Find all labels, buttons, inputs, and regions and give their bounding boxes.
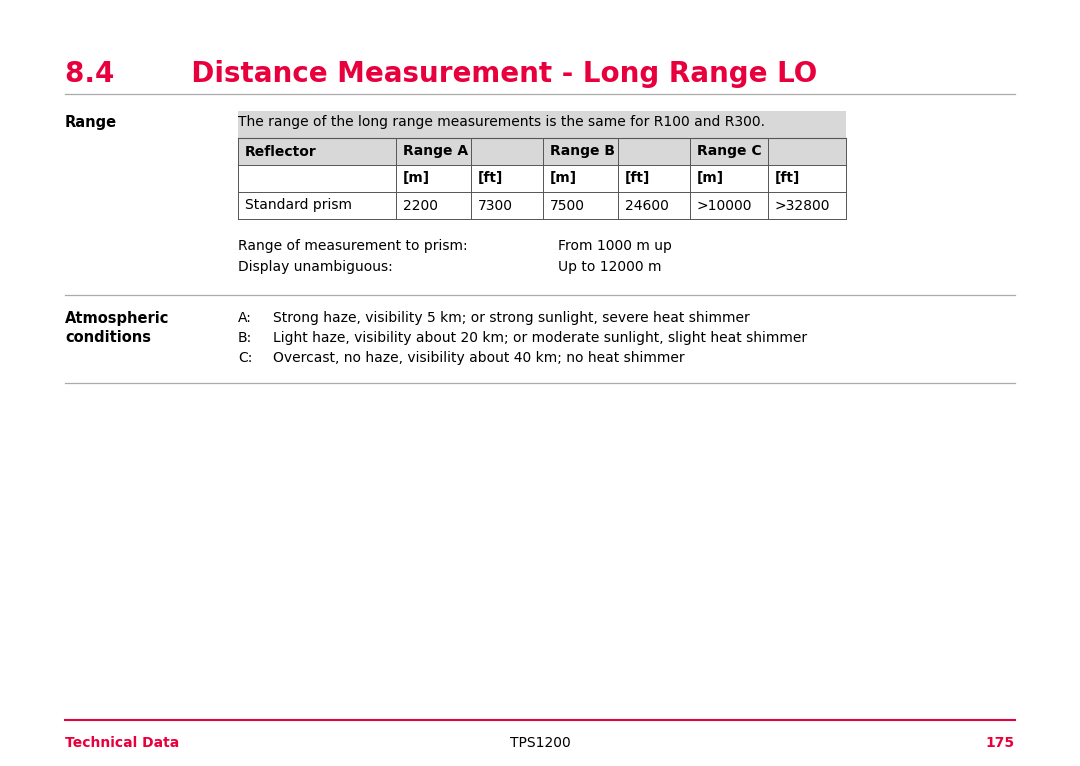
Bar (238, 111, 846, 165)
Text: From 1000 m up: From 1000 m up (558, 239, 672, 253)
Text: Standard prism: Standard prism (245, 198, 352, 212)
Text: 2200: 2200 (403, 198, 438, 212)
Text: conditions: conditions (65, 330, 151, 345)
Text: 7300: 7300 (478, 198, 513, 212)
Text: [ft]: [ft] (625, 172, 650, 185)
Text: [ft]: [ft] (775, 172, 800, 185)
Text: Reflector: Reflector (245, 145, 316, 159)
Text: 8.4        Distance Measurement - Long Range LO: 8.4 Distance Measurement - Long Range LO (65, 60, 818, 88)
Text: >10000: >10000 (697, 198, 753, 212)
Text: Range C: Range C (697, 145, 761, 159)
Text: Strong haze, visibility 5 km; or strong sunlight, severe heat shimmer: Strong haze, visibility 5 km; or strong … (273, 311, 750, 325)
Text: Display unambiguous:: Display unambiguous: (238, 260, 393, 274)
Text: Up to 12000 m: Up to 12000 m (558, 260, 661, 274)
Text: TPS1200: TPS1200 (510, 736, 570, 750)
Text: [ft]: [ft] (478, 172, 503, 185)
Text: 24600: 24600 (625, 198, 669, 212)
Text: Technical Data: Technical Data (65, 736, 179, 750)
Text: Light haze, visibility about 20 km; or moderate sunlight, slight heat shimmer: Light haze, visibility about 20 km; or m… (273, 331, 807, 345)
Text: Range of measurement to prism:: Range of measurement to prism: (238, 239, 468, 253)
Text: The range of the long range measurements is the same for R100 and R300.: The range of the long range measurements… (238, 115, 765, 129)
Text: Range A: Range A (403, 145, 468, 159)
Text: [m]: [m] (550, 172, 577, 185)
Text: Atmospheric: Atmospheric (65, 311, 170, 326)
Text: [m]: [m] (403, 172, 430, 185)
Text: 7500: 7500 (550, 198, 585, 212)
Text: Range: Range (65, 115, 117, 130)
Text: [m]: [m] (697, 172, 724, 185)
Text: C:: C: (238, 351, 253, 365)
Text: Range B: Range B (550, 145, 615, 159)
Text: B:: B: (238, 331, 253, 345)
Text: Overcast, no haze, visibility about 40 km; no heat shimmer: Overcast, no haze, visibility about 40 k… (273, 351, 685, 365)
Text: 175: 175 (986, 736, 1015, 750)
Text: A:: A: (238, 311, 252, 325)
Text: >32800: >32800 (775, 198, 831, 212)
